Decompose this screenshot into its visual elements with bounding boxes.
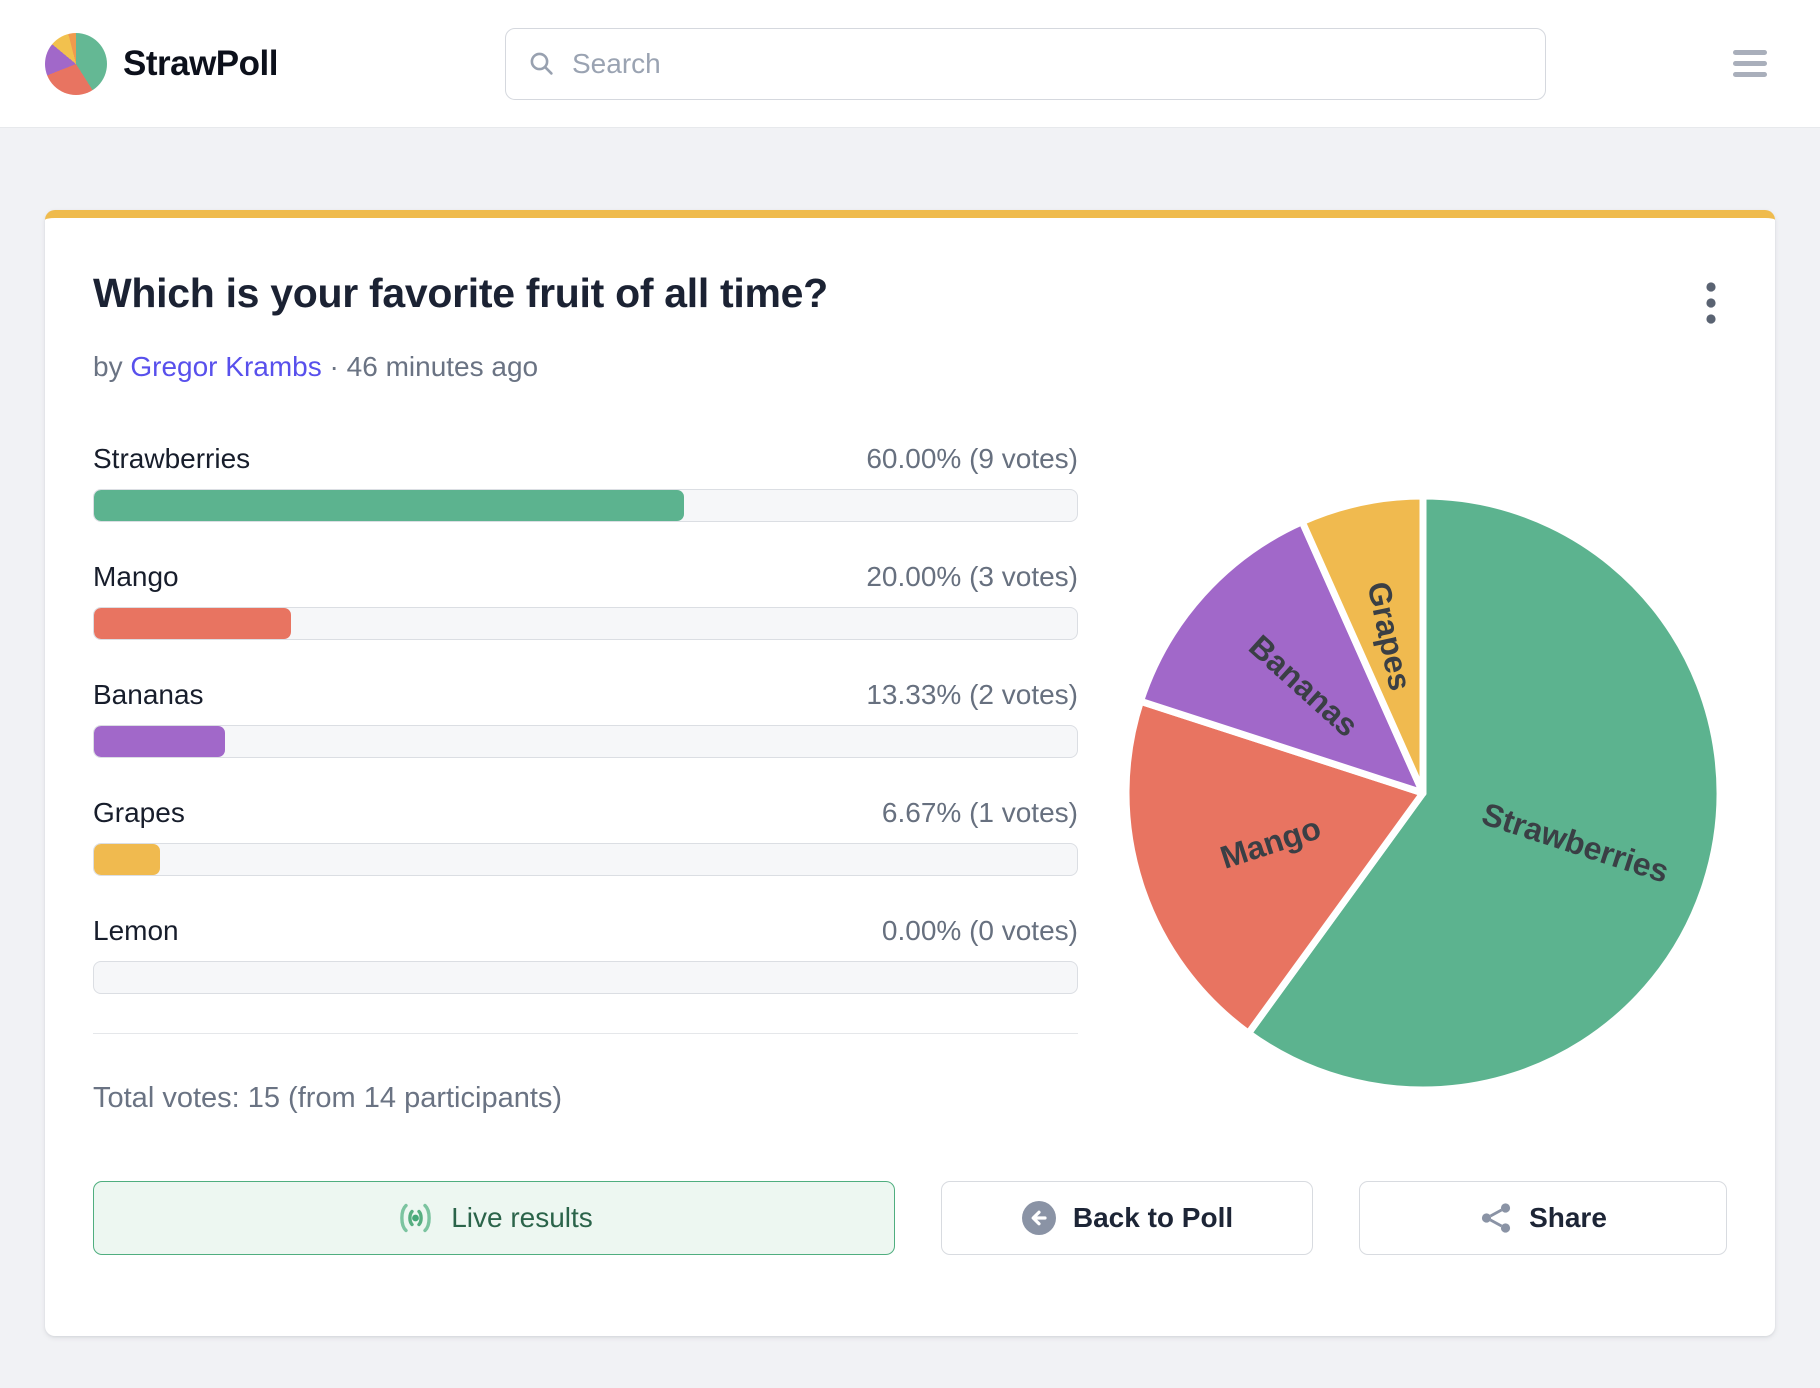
divider: [93, 1033, 1078, 1034]
result-bar-fill: [94, 608, 291, 639]
search-box[interactable]: [505, 27, 1546, 100]
author-link[interactable]: Gregor Krambs: [130, 351, 322, 382]
result-bar-fill: [94, 726, 226, 757]
back-to-poll-button[interactable]: Back to Poll: [941, 1181, 1313, 1255]
action-buttons: Live results Back to Poll Share: [93, 1181, 1727, 1255]
hamburger-bar: [1733, 72, 1767, 77]
pie-slice: [1298, 492, 1427, 797]
option-value: 60.00% (9 votes): [866, 443, 1078, 474]
total-votes: Total votes: 15 (from 14 participants): [93, 1082, 563, 1114]
live-results-label: Live results: [451, 1202, 593, 1233]
poll-title: Which is your favorite fruit of all time…: [93, 270, 828, 316]
live-results-button[interactable]: Live results: [93, 1181, 895, 1255]
result-row: Strawberries 60.00% (9 votes): [93, 443, 1078, 522]
result-row: Bananas 13.33% (2 votes): [93, 679, 1078, 758]
option-label: Strawberries: [93, 443, 251, 474]
result-bar-fill: [94, 490, 684, 521]
page-main: Which is your favorite fruit of all time…: [0, 128, 1820, 1336]
results-list: Strawberries 60.00% (9 votes) Mango 20.0…: [93, 413, 1078, 1115]
share-icon: [1481, 1203, 1511, 1233]
brand-name: StrawPoll: [123, 43, 278, 83]
result-row: Lemon 0.00% (0 votes): [93, 915, 1078, 994]
result-bar-track: [93, 489, 1078, 522]
content-row: Strawberries 60.00% (9 votes) Mango 20.0…: [93, 413, 1727, 1115]
hamburger-bar: [1733, 50, 1767, 55]
result-bar-track: [93, 607, 1078, 640]
byline-prefix: by: [93, 351, 123, 382]
option-label: Grapes: [93, 797, 185, 828]
back-to-poll-label: Back to Poll: [1072, 1202, 1234, 1233]
poll-card-header: Which is your favorite fruit of all time…: [93, 270, 1727, 335]
pie-column: Strawberries Mango Bananas Grapes: [1078, 413, 1727, 1115]
byline: by Gregor Krambs · 46 minutes ago: [93, 351, 1727, 383]
result-row: Grapes 6.67% (1 votes): [93, 797, 1078, 876]
strawpoll-logo-icon: [45, 32, 107, 95]
hamburger-menu-button[interactable]: [1725, 36, 1775, 91]
search-input[interactable]: [572, 47, 1523, 80]
option-value: 13.33% (2 votes): [866, 679, 1078, 710]
kebab-menu-button[interactable]: [1695, 274, 1727, 335]
result-bar-track: [93, 725, 1078, 758]
pie-slice: [1122, 697, 1427, 1037]
pie-slice: [1137, 518, 1427, 797]
circle-arrow-left-icon: [1021, 1201, 1056, 1235]
pie-slice: [1244, 492, 1724, 1094]
share-label: Share: [1529, 1202, 1607, 1233]
option-value: 0.00% (0 votes): [881, 915, 1078, 946]
live-icon: [400, 1203, 432, 1233]
byline-separator: ·: [329, 351, 339, 382]
option-value: 20.00% (3 votes): [866, 561, 1078, 592]
search-icon: [530, 52, 553, 75]
result-bar-fill: [94, 844, 160, 875]
option-label: Lemon: [93, 915, 179, 946]
result-bar-track: [93, 961, 1078, 994]
option-value: 6.67% (1 votes): [881, 797, 1078, 828]
result-row: Mango 20.00% (3 votes): [93, 561, 1078, 640]
top-nav: StrawPoll: [0, 0, 1820, 128]
result-bar-track: [93, 843, 1078, 876]
brand-home-link[interactable]: StrawPoll: [45, 32, 505, 95]
share-button[interactable]: Share: [1359, 1181, 1727, 1255]
option-label: Mango: [93, 561, 179, 592]
poll-card: Which is your favorite fruit of all time…: [45, 210, 1775, 1336]
time-ago: 46 minutes ago: [346, 351, 539, 382]
option-label: Bananas: [93, 679, 204, 710]
kebab-icon: [1706, 282, 1716, 324]
hamburger-bar: [1733, 61, 1767, 66]
